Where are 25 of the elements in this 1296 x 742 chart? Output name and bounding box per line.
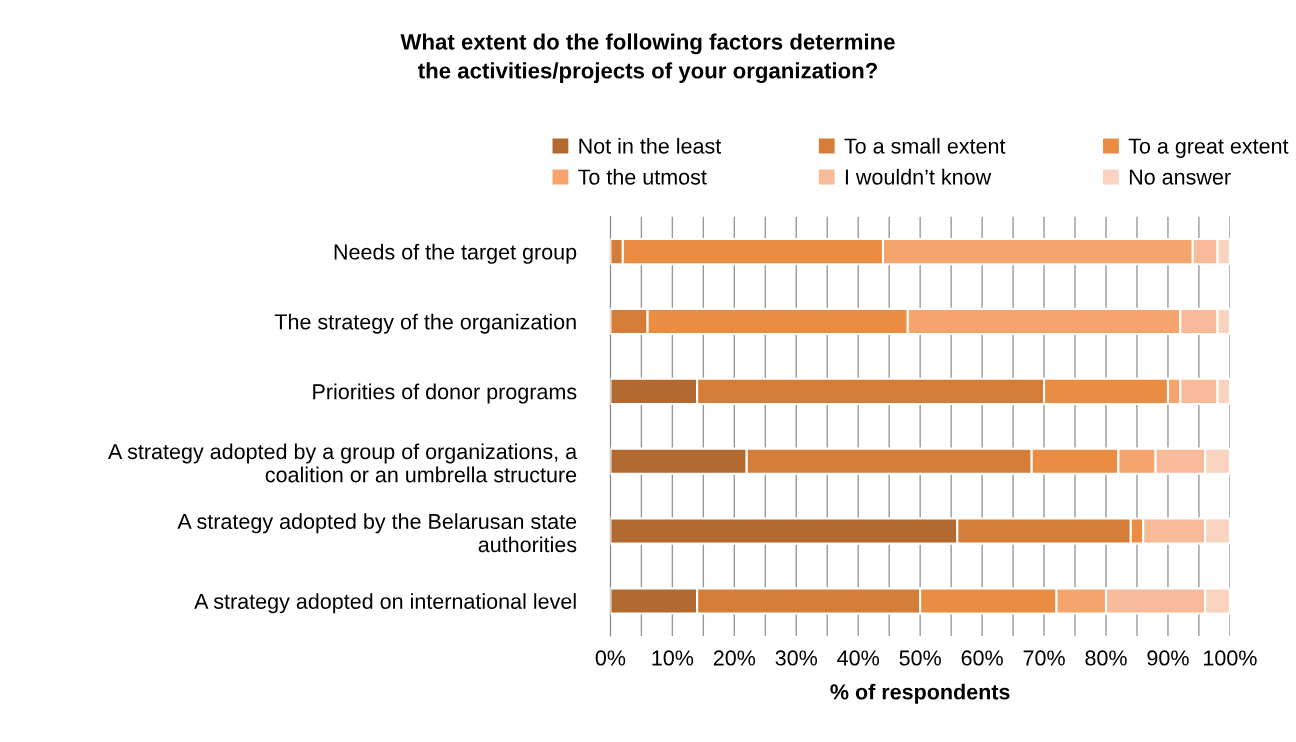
- x-tick-label: 20%: [713, 650, 756, 666]
- chart-title: What extent do the following factors determine the activities/projects of your organization?: [400, 33, 895, 84]
- legend-label: No answer: [1129, 169, 1231, 185]
- legend-label: Not in the least: [579, 137, 722, 154]
- x-tick-label: 60%: [961, 650, 1003, 666]
- x-tick-label: 100%: [1204, 650, 1257, 666]
- y-tick-label: The strategy of the organization: [274, 313, 576, 334]
- x-tick-label: 90%: [1147, 650, 1189, 666]
- y-tick-label: A strategy adopted by a group of organizations, a coalition or an umbrella structure: [108, 443, 578, 483]
- legend-label: To a small extent: [844, 137, 1006, 154]
- x-axis-title: % of respondents: [830, 683, 1010, 704]
- legend-label: To the utmost: [578, 168, 707, 185]
- legend-label: I wouldn’t know: [845, 168, 992, 185]
- x-tick-label: 70%: [1023, 650, 1065, 666]
- y-tick-label: Priorities of donor programs: [313, 383, 577, 404]
- y-tick-label: A strategy adopted on international level: [194, 593, 576, 614]
- y-tick-label: Needs of the target group: [334, 243, 577, 264]
- x-tick-label: 40%: [837, 650, 879, 666]
- x-tick-label: 80%: [1085, 650, 1127, 666]
- y-tick-label: A strategy adopted by the Belarusan state authorities: [177, 513, 577, 553]
- x-tick-label: 0%: [595, 650, 626, 666]
- x-tick-label: 50%: [899, 650, 941, 666]
- legend-label: To a great extent: [1128, 138, 1289, 158]
- x-tick-label: 30%: [775, 650, 818, 666]
- x-tick-label: 10%: [652, 650, 694, 666]
